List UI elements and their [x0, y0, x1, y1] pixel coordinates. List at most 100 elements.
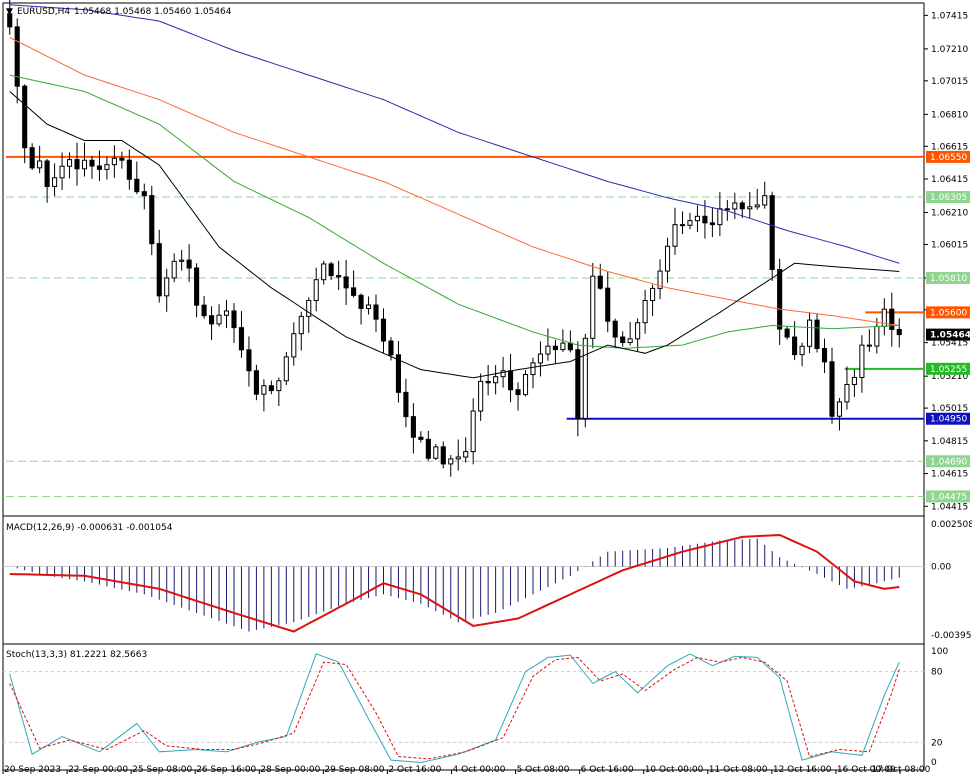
- candle[interactable]: [111, 157, 117, 166]
- candle[interactable]: [231, 310, 237, 329]
- candle[interactable]: [582, 337, 588, 419]
- candle[interactable]: [74, 159, 80, 170]
- candle[interactable]: [201, 304, 207, 317]
- candle[interactable]: [156, 243, 162, 297]
- candle[interactable]: [463, 451, 469, 458]
- candle[interactable]: [104, 164, 110, 170]
- candle[interactable]: [821, 348, 828, 363]
- candle[interactable]: [298, 315, 304, 335]
- candle[interactable]: [620, 336, 626, 344]
- candle[interactable]: [149, 195, 155, 245]
- candle[interactable]: [22, 85, 28, 149]
- candle[interactable]: [874, 325, 880, 347]
- candle[interactable]: [418, 436, 424, 440]
- candle[interactable]: [194, 267, 200, 306]
- macd-pane[interactable]: 0.002508 0.00 -0.003958: [3, 520, 972, 641]
- candle[interactable]: [14, 26, 20, 87]
- candle[interactable]: [223, 310, 230, 316]
- candle[interactable]: [799, 345, 805, 356]
- candle[interactable]: [650, 287, 656, 301]
- candle[interactable]: [246, 349, 252, 372]
- candle[interactable]: [777, 268, 783, 330]
- candle[interactable]: [664, 245, 671, 272]
- candle[interactable]: [351, 287, 357, 296]
- candle[interactable]: [365, 304, 372, 309]
- candle[interactable]: [343, 276, 349, 289]
- candle[interactable]: [537, 353, 544, 364]
- candle[interactable]: [762, 195, 768, 206]
- candle[interactable]: [679, 224, 686, 227]
- candle[interactable]: [560, 342, 566, 351]
- candle[interactable]: [829, 361, 835, 417]
- candle[interactable]: [59, 165, 65, 179]
- candle[interactable]: [253, 370, 259, 395]
- candle[interactable]: [276, 380, 282, 392]
- candle[interactable]: [545, 345, 551, 355]
- candle[interactable]: [179, 259, 185, 262]
- candle[interactable]: [261, 385, 267, 395]
- candle[interactable]: [119, 157, 125, 161]
- candle[interactable]: [291, 333, 297, 358]
- candle[interactable]: [709, 222, 715, 226]
- candle[interactable]: [702, 215, 708, 224]
- candle[interactable]: [455, 456, 461, 460]
- candle[interactable]: [433, 446, 439, 459]
- candle[interactable]: [373, 304, 379, 320]
- candle[interactable]: [889, 308, 895, 330]
- candle[interactable]: [500, 370, 506, 378]
- candle[interactable]: [238, 327, 245, 351]
- candle[interactable]: [567, 342, 573, 351]
- candle[interactable]: [635, 322, 641, 340]
- candle[interactable]: [896, 328, 902, 336]
- candle[interactable]: [859, 344, 865, 378]
- candle[interactable]: [171, 260, 177, 279]
- candle[interactable]: [321, 263, 327, 281]
- candle[interactable]: [792, 336, 798, 356]
- candle[interactable]: [627, 338, 633, 344]
- symbol-menu-arrow[interactable]: ▼: [6, 7, 13, 17]
- candle[interactable]: [605, 287, 611, 322]
- candle[interactable]: [164, 277, 170, 297]
- candle[interactable]: [807, 319, 813, 347]
- candle[interactable]: [597, 275, 603, 289]
- candle[interactable]: [186, 259, 192, 269]
- candle[interactable]: [590, 275, 596, 339]
- candle[interactable]: [380, 318, 387, 342]
- candle[interactable]: [448, 458, 454, 465]
- candle[interactable]: [769, 195, 775, 270]
- candle[interactable]: [717, 208, 723, 226]
- candle[interactable]: [209, 315, 215, 325]
- candle[interactable]: [52, 177, 58, 187]
- candle[interactable]: [754, 204, 760, 208]
- candle[interactable]: [126, 159, 132, 180]
- candle[interactable]: [7, 13, 13, 28]
- candle[interactable]: [739, 202, 745, 210]
- candle[interactable]: [395, 354, 401, 393]
- candle[interactable]: [96, 165, 102, 170]
- candle[interactable]: [313, 279, 319, 301]
- candle[interactable]: [336, 275, 342, 278]
- candle[interactable]: [306, 299, 312, 317]
- symbol-label[interactable]: EURUSD,H4: [17, 7, 70, 17]
- candle[interactable]: [358, 294, 364, 309]
- stochastic-pane[interactable]: 100 80 20 0: [3, 647, 948, 768]
- main-price-pane[interactable]: [6, 0, 924, 497]
- candle[interactable]: [732, 202, 738, 210]
- candle[interactable]: [672, 224, 678, 247]
- candle[interactable]: [403, 391, 409, 418]
- candle[interactable]: [425, 438, 431, 459]
- candle[interactable]: [612, 320, 618, 338]
- candle[interactable]: [657, 270, 663, 289]
- candle[interactable]: [515, 389, 521, 396]
- candle[interactable]: [81, 159, 88, 170]
- candle[interactable]: [485, 380, 491, 384]
- candle[interactable]: [410, 416, 416, 438]
- candle[interactable]: [37, 160, 43, 169]
- candle[interactable]: [44, 160, 50, 187]
- candle[interactable]: [866, 344, 872, 347]
- candle[interactable]: [530, 362, 536, 376]
- candle[interactable]: [216, 314, 222, 325]
- candle[interactable]: [844, 383, 850, 403]
- candle[interactable]: [141, 191, 147, 197]
